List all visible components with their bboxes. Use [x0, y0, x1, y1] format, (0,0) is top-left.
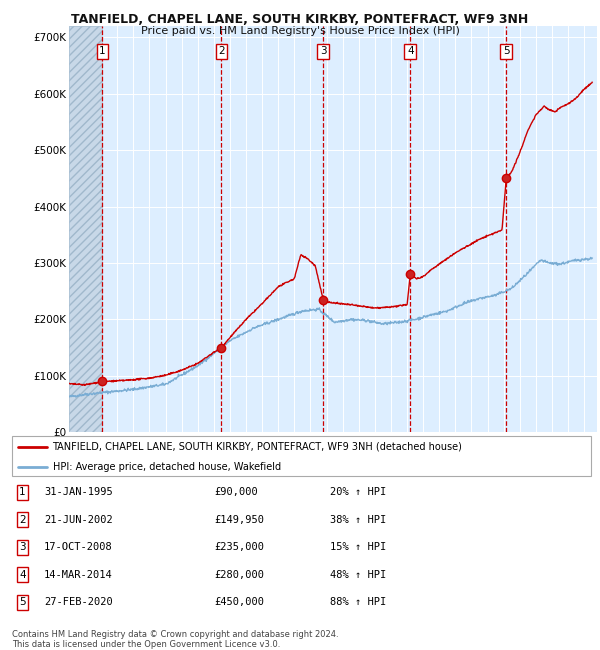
Text: 14-MAR-2014: 14-MAR-2014 [44, 570, 113, 580]
Text: 3: 3 [320, 46, 326, 56]
Text: 2: 2 [218, 46, 225, 56]
Text: £280,000: £280,000 [215, 570, 265, 580]
Bar [69, 26, 103, 432]
Text: 17-OCT-2008: 17-OCT-2008 [44, 542, 113, 552]
Text: 15% ↑ HPI: 15% ↑ HPI [331, 542, 387, 552]
Text: TANFIELD, CHAPEL LANE, SOUTH KIRKBY, PONTEFRACT, WF9 3NH: TANFIELD, CHAPEL LANE, SOUTH KIRKBY, PON… [71, 13, 529, 26]
Text: £450,000: £450,000 [215, 597, 265, 607]
Text: 27-FEB-2020: 27-FEB-2020 [44, 597, 113, 607]
Text: 1: 1 [99, 46, 106, 56]
Text: 5: 5 [503, 46, 509, 56]
Text: 31-JAN-1995: 31-JAN-1995 [44, 488, 113, 497]
Text: TANFIELD, CHAPEL LANE, SOUTH KIRKBY, PONTEFRACT, WF9 3NH (detached house): TANFIELD, CHAPEL LANE, SOUTH KIRKBY, PON… [53, 442, 463, 452]
Text: 38% ↑ HPI: 38% ↑ HPI [331, 515, 387, 525]
Text: Price paid vs. HM Land Registry's House Price Index (HPI): Price paid vs. HM Land Registry's House … [140, 26, 460, 36]
Text: 5: 5 [19, 597, 26, 607]
Text: 20% ↑ HPI: 20% ↑ HPI [331, 488, 387, 497]
Text: £149,950: £149,950 [215, 515, 265, 525]
Text: 2: 2 [19, 515, 26, 525]
Text: 4: 4 [19, 570, 26, 580]
Text: 88% ↑ HPI: 88% ↑ HPI [331, 597, 387, 607]
Text: £90,000: £90,000 [215, 488, 259, 497]
Text: 48% ↑ HPI: 48% ↑ HPI [331, 570, 387, 580]
Text: £235,000: £235,000 [215, 542, 265, 552]
Text: Contains HM Land Registry data © Crown copyright and database right 2024.
This d: Contains HM Land Registry data © Crown c… [12, 630, 338, 649]
Text: 21-JUN-2002: 21-JUN-2002 [44, 515, 113, 525]
Text: 3: 3 [19, 542, 26, 552]
Text: 1: 1 [19, 488, 26, 497]
Text: HPI: Average price, detached house, Wakefield: HPI: Average price, detached house, Wake… [53, 462, 281, 472]
Bar [69, 26, 103, 432]
Text: 4: 4 [407, 46, 413, 56]
